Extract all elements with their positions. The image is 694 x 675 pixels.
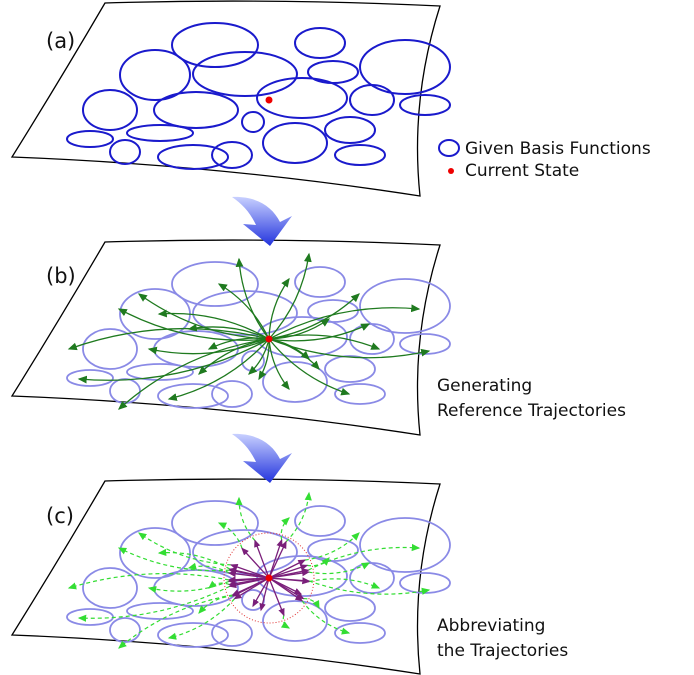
flow-arrow	[232, 434, 292, 483]
current-state	[266, 97, 273, 104]
figure: (a) (b) (c) Given Basis Functions Curren…	[0, 0, 694, 675]
caption: Generating	[437, 376, 532, 396]
legend-icon	[448, 168, 454, 174]
current-state	[266, 336, 273, 343]
legend-label: Current State	[465, 161, 579, 181]
caption: Reference Trajectories	[437, 401, 626, 421]
legend-label: Given Basis Functions	[465, 139, 651, 159]
caption: Abbreviating	[437, 616, 545, 636]
flow-arrow	[232, 197, 292, 246]
panel-label: (a)	[46, 29, 75, 53]
current-state	[266, 575, 273, 582]
panel-label: (b)	[46, 264, 76, 288]
legend-icon	[439, 140, 459, 156]
panel-label: (c)	[46, 504, 74, 528]
sheets	[12, 1, 450, 674]
caption: the Trajectories	[437, 641, 568, 661]
